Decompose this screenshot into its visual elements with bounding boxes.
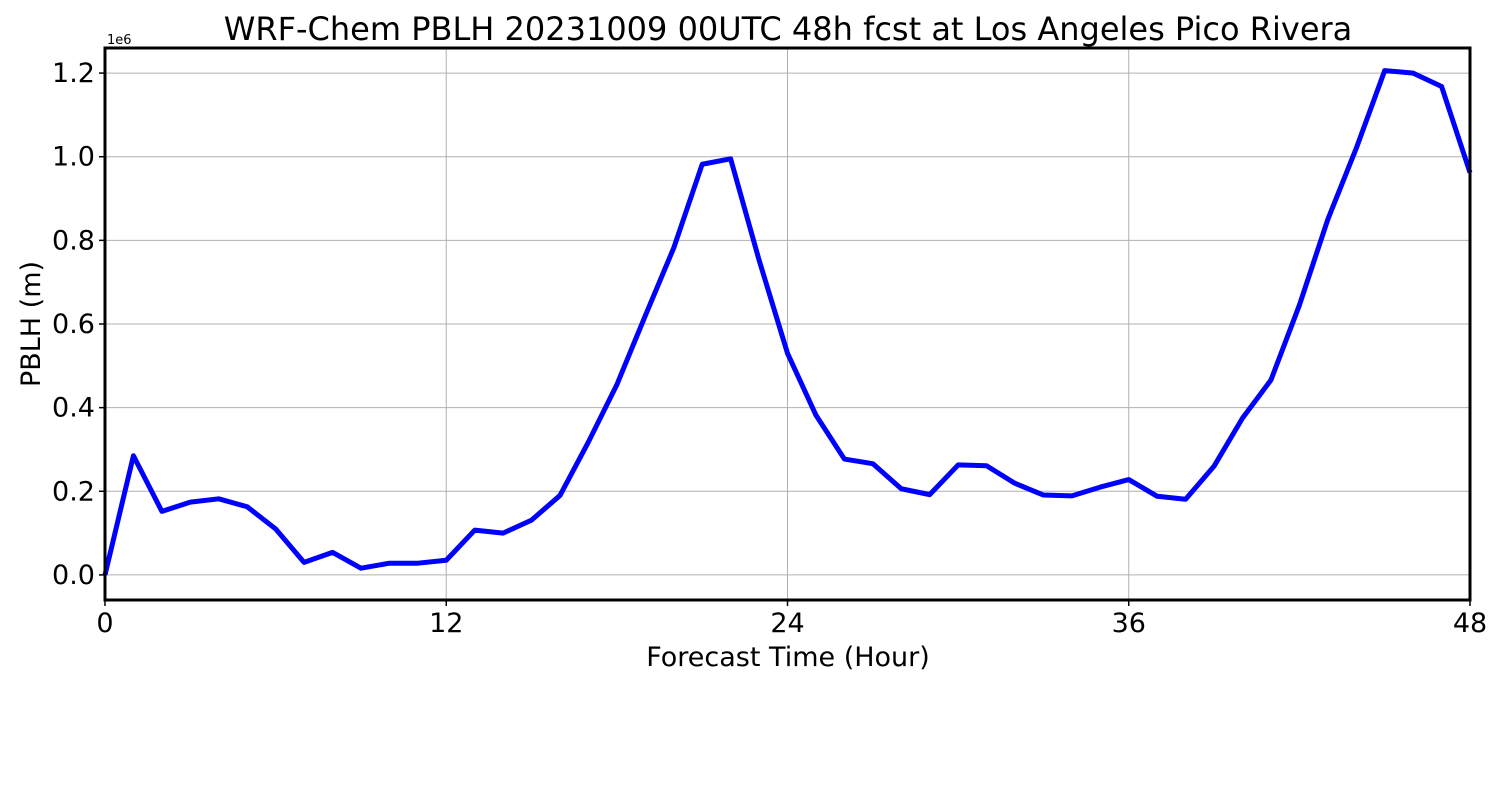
x-axis-label: Forecast Time (Hour): [646, 642, 930, 673]
y-tick-label: 0.6: [52, 309, 95, 340]
y-axis-ticks: 0.0 0.2 0.4 0.6 0.8 1.0 1.2: [52, 58, 105, 591]
x-tick-label: 36: [1112, 608, 1146, 639]
y-tick-label: 0.2: [52, 476, 95, 507]
x-tick-label: 24: [770, 608, 804, 639]
y-tick-label: 1.0: [52, 142, 95, 173]
grid: [104, 48, 1471, 600]
y-axis-offset-label: 1e6: [107, 33, 132, 48]
y-tick-label: 0.8: [52, 225, 95, 256]
y-tick-label: 1.2: [52, 58, 95, 89]
chart-title: WRF-Chem PBLH 20231009 00UTC 48h fcst at…: [224, 10, 1353, 48]
y-tick-label: 0.0: [52, 560, 95, 591]
x-axis-ticks: 0 12 24 36 48: [96, 600, 1487, 639]
y-axis-label: PBLH (m): [16, 261, 47, 387]
series-layer: [102, 68, 1473, 576]
x-tick-label: 48: [1453, 608, 1487, 639]
x-tick-label: 12: [429, 608, 463, 639]
y-tick-label: 0.4: [52, 393, 95, 424]
x-tick-label: 0: [96, 608, 113, 639]
pblh-series-line: [102, 68, 1473, 576]
